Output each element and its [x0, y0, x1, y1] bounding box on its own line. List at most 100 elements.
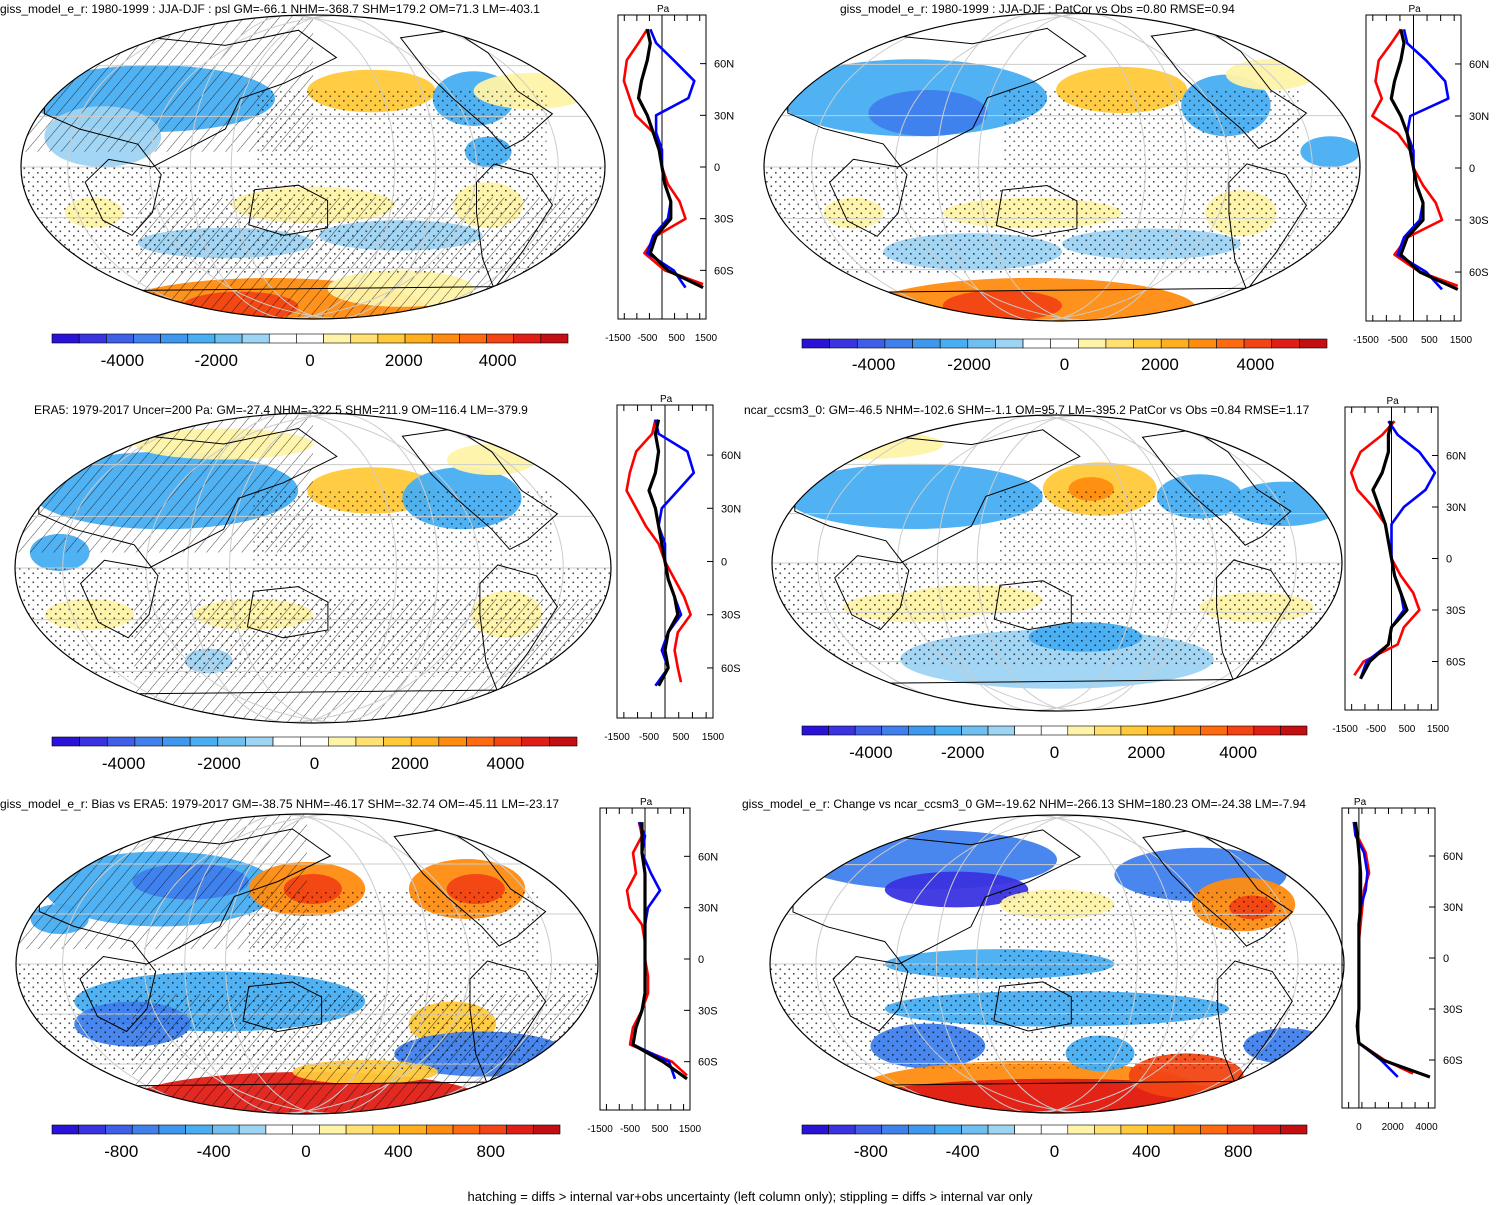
- zonal-series-obs: [631, 821, 677, 1080]
- lat-tick-label: 60S: [714, 265, 734, 277]
- lat-tick-label: 60S: [721, 663, 741, 675]
- lat-tick-label: 30S: [1443, 1004, 1463, 1016]
- colorbar-tick-label: -2000: [194, 351, 237, 370]
- zonal-mean-plot: Pa 60N 30N 0 30S 60S -1500 -500 500 1500: [604, 394, 741, 743]
- graticule-lon: [189, 15, 396, 319]
- colorbar-swatch: [1299, 338, 1328, 349]
- graticule-lon: [229, 413, 439, 723]
- zonal-x-tick-label: 1500: [702, 732, 725, 743]
- colorbar-swatch: [829, 338, 858, 349]
- zonal-x-tick-label: 4000: [1415, 1122, 1438, 1133]
- colorbar-swatch: [238, 1124, 267, 1135]
- colorbar-swatch: [319, 1124, 347, 1135]
- zonal-x-tick-label: 500: [673, 732, 690, 743]
- colorbar-swatch: [801, 338, 830, 349]
- map-field: [15, 413, 611, 723]
- colorbar-tick-label: 2000: [385, 351, 423, 370]
- colorbar-swatch: [158, 1124, 186, 1135]
- colorbar-swatch: [1173, 1124, 1201, 1135]
- zonal-x-tick-label: 500: [1421, 335, 1438, 346]
- colorbar-swatch: [1160, 338, 1190, 349]
- colorbar-swatch: [133, 333, 161, 344]
- colorbar-swatch: [801, 725, 829, 736]
- panel-change: giss_model_e_r: Change vs ncar_ccsm3_0 G…: [742, 797, 1463, 1161]
- zonal-series-obs: [1396, 29, 1450, 291]
- graticule-lon: [225, 814, 430, 1114]
- zonal-x-tick-label: -500: [620, 1124, 640, 1135]
- lat-tick-label: 60N: [721, 450, 741, 462]
- anomaly-blob: [786, 463, 1043, 529]
- colorbar-swatch: [1105, 338, 1134, 349]
- zonal-series-ensemble: [1353, 821, 1431, 1079]
- map-outline: [769, 814, 1345, 1114]
- coastline: [248, 184, 329, 236]
- lat-tick-label: 30S: [1446, 605, 1466, 617]
- panel-bias: giss_model_e_r: Bias vs ERA5: 1979-2017 …: [0, 797, 718, 1161]
- colorbar-swatch: [934, 725, 962, 736]
- lat-tick-label: 0: [714, 162, 720, 174]
- lat-tick-label: 30N: [1443, 902, 1463, 914]
- colorbar-swatch: [296, 333, 324, 344]
- colorbar-swatch: [521, 736, 550, 747]
- lat-tick-label: 30S: [721, 610, 741, 622]
- colorbar-swatch: [272, 736, 301, 747]
- colorbar-swatch: [828, 1124, 856, 1135]
- hatching: [132, 994, 598, 1114]
- graticule-lon: [145, 413, 564, 723]
- coastline: [399, 29, 554, 150]
- map-outline: [20, 14, 606, 320]
- panel-era5: ERA5: 1979-2017 Uncer=200 Pa: GM=-27.4 N…: [14, 394, 741, 773]
- panel-title: ERA5: 1979-2017 Uncer=200 Pa: GM=-27.4 N…: [34, 403, 528, 417]
- colorbar-swatch: [399, 1124, 427, 1135]
- colorbar-swatch: [1226, 725, 1255, 736]
- zonal-unit-label: Pa: [660, 394, 673, 405]
- stippling: [772, 563, 1342, 667]
- colorbar-tick-label: 0: [310, 754, 319, 773]
- colorbar-swatch: [1133, 338, 1162, 349]
- colorbar-swatch: [265, 1124, 293, 1135]
- zonal-x-tick-label: 500: [668, 333, 685, 344]
- colorbar-swatch: [131, 1124, 160, 1135]
- panel-title: ncar_ccsm3_0: GM=-46.5 NHM=-102.6 SHM=-1…: [744, 403, 1310, 417]
- lat-tick-label: 60N: [1443, 851, 1463, 863]
- colorbar-swatch: [459, 333, 487, 344]
- colorbar-swatch: [1067, 1124, 1095, 1135]
- colorbar-swatch: [1040, 725, 1069, 736]
- zonal-x-tick-label: 500: [1399, 724, 1416, 735]
- coastline: [246, 586, 329, 639]
- colorbar-swatch: [452, 1124, 481, 1135]
- stippling: [999, 889, 1287, 964]
- graticule-lon: [936, 13, 1146, 321]
- lat-tick-label: 30S: [1469, 215, 1489, 227]
- colorbar-swatch: [78, 1124, 106, 1135]
- colorbar-swatch: [328, 736, 357, 747]
- zonal-x-tick-label: -1500: [605, 333, 631, 344]
- graticule-lon: [976, 415, 1178, 711]
- hatching: [137, 197, 605, 319]
- anomaly-blob: [1300, 136, 1360, 168]
- colorbar-swatch: [323, 333, 352, 344]
- zonal-series-ensemble: [1389, 28, 1459, 291]
- colorbar-swatch: [105, 1124, 133, 1135]
- colorbar-swatch: [934, 1124, 962, 1135]
- lat-tick-label: 60N: [698, 851, 718, 863]
- coastline: [401, 427, 559, 551]
- coastline: [794, 429, 1081, 631]
- colorbar-swatch: [1040, 1124, 1069, 1135]
- colorbar-swatch: [912, 338, 941, 349]
- colorbar-swatch: [51, 333, 80, 344]
- colorbar-swatch: [162, 736, 191, 747]
- graticule-lon: [811, 13, 1230, 321]
- lat-tick-label: 30N: [721, 503, 741, 515]
- colorbar-swatch: [881, 725, 909, 736]
- map-field: [772, 415, 1342, 711]
- colorbar: -800 -400 0 400 800: [51, 1124, 561, 1161]
- zonal-mean-plot: Pa 60N 30N 0 30S 60S -1500 -500 500 1500: [605, 4, 734, 344]
- lat-tick-label: 60S: [1469, 267, 1489, 279]
- zonal-unit-label: Pa: [640, 797, 653, 808]
- colorbar-swatch: [854, 725, 883, 736]
- zonal-series-model: [625, 821, 688, 1077]
- graticule-lon: [67, 15, 478, 319]
- zonal-unit-label: Pa: [1387, 396, 1400, 407]
- zonal-unit-label: Pa: [1354, 797, 1367, 808]
